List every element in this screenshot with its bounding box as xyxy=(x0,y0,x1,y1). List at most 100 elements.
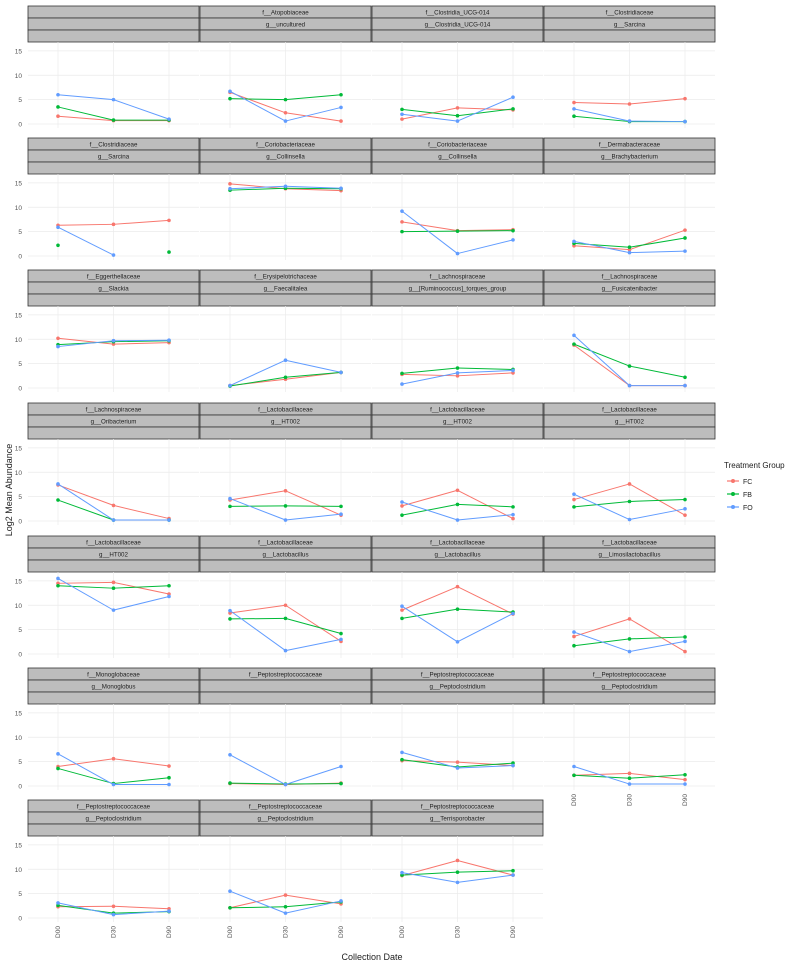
y-tick-label: 15 xyxy=(15,842,23,849)
series-fb xyxy=(400,607,515,621)
facet-strip-label: f__Lactobacillaceae xyxy=(86,540,141,547)
data-point xyxy=(111,503,116,508)
data-point xyxy=(56,105,60,109)
series-line-segment xyxy=(401,107,458,120)
y-tick-label: 10 xyxy=(15,337,23,344)
data-point xyxy=(283,504,288,508)
series-line-segment xyxy=(457,108,514,117)
data-point xyxy=(400,382,404,386)
facet-panel: f__Lachnospiraceae g__Oribacterium 0 5 10 15 xyxy=(15,402,200,526)
data-point xyxy=(339,764,343,769)
series-line-segment xyxy=(401,367,458,374)
facet-panel: f__Erysipelotrichaceae g__Faecalitalea xyxy=(199,269,372,392)
facet-panel: f__Lactobacillaceae g__Limosilactobacillu… xyxy=(543,535,716,658)
data-point xyxy=(111,904,116,909)
series-line-segment xyxy=(113,585,170,589)
data-point xyxy=(683,507,687,511)
y-tick-label: 5 xyxy=(18,891,22,898)
series-line-segment xyxy=(629,508,686,521)
facet-strip-label: f__Lactobacillaceae xyxy=(258,407,313,414)
y-tick-label: 0 xyxy=(18,254,22,261)
data-point xyxy=(572,492,576,496)
facet-panel: f__Clostridiaceae g__Sarcina 0 5 10 15 xyxy=(15,137,200,261)
data-point xyxy=(56,336,60,341)
facet-strip-label: g__HT002 xyxy=(443,419,472,426)
series-line-segment xyxy=(229,498,286,521)
series-line-segment xyxy=(457,367,514,370)
data-point xyxy=(111,586,116,590)
series-line-segment xyxy=(57,106,114,121)
facet-strip xyxy=(27,161,200,175)
data-point xyxy=(627,499,632,504)
data-point xyxy=(167,594,171,599)
series-line-segment xyxy=(57,902,114,916)
facet-strip-label: f__Peptostreptococcaceae xyxy=(249,672,323,679)
facet-strip-label: g__Collinsella xyxy=(438,154,477,161)
y-tick-label: 0 xyxy=(18,916,22,923)
series-line-segment xyxy=(285,359,342,373)
facet-strip-label: g__Peptoclostridium xyxy=(257,816,313,823)
data-point xyxy=(455,607,460,611)
facet-strip xyxy=(199,293,372,307)
series-line-segment xyxy=(57,226,114,256)
facet-strip-label: f__Lactobacillaceae xyxy=(602,540,657,547)
series-line-segment xyxy=(629,98,686,105)
series-fc xyxy=(572,617,687,654)
data-point xyxy=(167,782,171,787)
facet-strip xyxy=(543,691,716,705)
series-fb xyxy=(572,342,687,380)
data-point xyxy=(228,496,232,501)
data-point xyxy=(283,488,288,493)
series-line-segment xyxy=(285,371,342,378)
data-point xyxy=(400,513,404,517)
y-tick-label: 15 xyxy=(15,578,23,585)
data-point xyxy=(56,243,60,248)
data-point xyxy=(400,107,404,112)
series-line-segment xyxy=(573,102,630,105)
series-line-segment xyxy=(229,894,286,909)
x-tick-label: D00 xyxy=(399,926,406,938)
data-point xyxy=(283,603,288,608)
facet-strip xyxy=(27,823,200,837)
data-point xyxy=(455,488,460,493)
data-point xyxy=(167,250,171,254)
facet-strip-label: f__Lachnospiraceae xyxy=(86,407,142,414)
series-line-segment xyxy=(573,493,630,520)
series-line-segment xyxy=(57,340,114,348)
y-tick-label: 5 xyxy=(18,97,22,104)
y-tick-label: 5 xyxy=(18,361,22,368)
legend-item-fc: FC xyxy=(727,479,752,486)
data-point xyxy=(167,218,171,223)
facet-panel: f__Coriobacteriaceae g__Collinsella xyxy=(199,137,372,260)
data-point xyxy=(683,375,687,380)
data-point xyxy=(56,576,60,581)
legend: Treatment Group FC FB FO xyxy=(724,461,785,512)
series-fo xyxy=(228,753,343,787)
series-line-segment xyxy=(573,334,630,386)
series-line-segment xyxy=(285,94,342,101)
facet-strip xyxy=(199,559,372,573)
data-point xyxy=(400,500,404,504)
data-point xyxy=(111,756,116,761)
y-tick-label: 15 xyxy=(15,312,23,319)
facet-strip-label: f__Coriobacteriaceae xyxy=(428,142,487,149)
facet-strip xyxy=(199,161,372,175)
series-fo xyxy=(228,358,343,388)
data-point xyxy=(683,236,687,240)
data-point xyxy=(400,117,404,121)
series-line-segment xyxy=(57,578,114,611)
legend-key-point xyxy=(731,505,735,509)
data-point xyxy=(228,186,232,191)
series-line-segment xyxy=(57,753,114,785)
facet-strip-label: g__Faecalitalea xyxy=(264,286,308,293)
y-tick-label: 10 xyxy=(15,735,23,742)
data-point xyxy=(56,482,60,486)
data-point xyxy=(572,643,576,648)
data-point xyxy=(167,909,171,913)
y-tick-label: 15 xyxy=(15,180,23,187)
series-fo xyxy=(572,107,687,124)
series-line-segment xyxy=(457,229,514,232)
data-point xyxy=(455,880,460,885)
series-line-segment xyxy=(457,503,514,508)
y-tick-label: 10 xyxy=(15,603,23,610)
